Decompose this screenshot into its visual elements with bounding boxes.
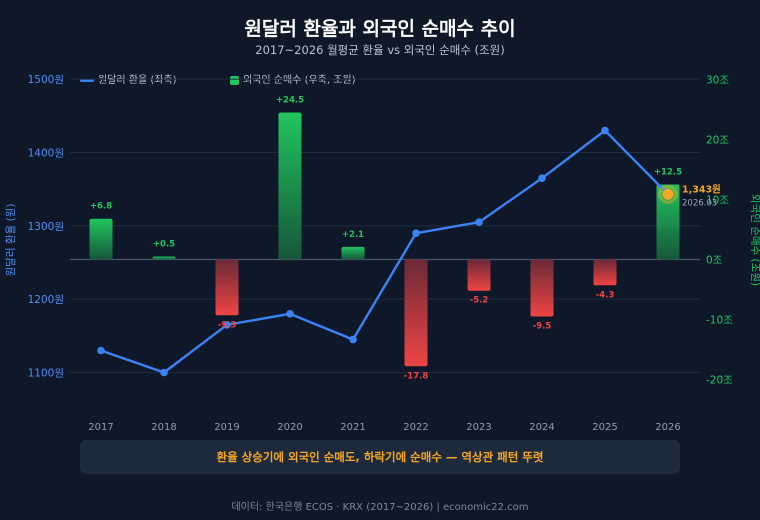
- highlight-ring: [658, 184, 678, 204]
- x-tick-label: 2023: [466, 422, 491, 433]
- bar-value-label: -5.2: [470, 296, 489, 306]
- fx-rate-point: [160, 368, 168, 377]
- chart-subtitle: 2017~2026 월평균 환율 vs 외국인 순매수 (조원): [255, 43, 505, 57]
- bar: [467, 259, 491, 291]
- bar: [656, 184, 680, 260]
- bar: [278, 112, 302, 260]
- x-tick-label: 2024: [529, 422, 554, 433]
- x-tick-label: 2020: [277, 422, 302, 433]
- fx-rate-line: [100, 129, 669, 374]
- right-axis-title: 외국인 순매수 (조원): [749, 194, 760, 286]
- fx-rate-point: [601, 126, 609, 135]
- bar-value-label: +6.8: [90, 202, 112, 212]
- highlight-point: [662, 188, 674, 200]
- bar: [215, 259, 239, 316]
- right-tick-label: 0조: [706, 255, 723, 267]
- right-tick-label: -10조: [706, 315, 733, 327]
- legend-line-swatch: [80, 78, 94, 82]
- x-tick-label: 2017: [88, 422, 113, 433]
- left-tick-label: 1400원: [28, 148, 64, 160]
- left-axis-title: 원달러 환율 (원): [5, 204, 17, 277]
- fx-rate-point: [286, 310, 294, 318]
- chart-svg: 1100원1200원1300원1400원1500원-20조-10조0조10조20…: [5, 74, 760, 433]
- bar: [89, 218, 113, 260]
- insight-callout: 환율 상승기에 외국인 순매도, 하락기에 순매수 — 역상관 패턴 뚜렷: [80, 440, 680, 474]
- highlight-value-label: 1,343원: [682, 183, 721, 195]
- legend-line-label: 원달러 환율 (좌축): [98, 75, 177, 86]
- x-tick-label: 2026: [655, 422, 680, 433]
- right-tick-label: 20조: [706, 135, 729, 147]
- bar-value-label: -17.8: [404, 371, 429, 381]
- legend-item-line: 원달러 환율 (좌축): [80, 71, 177, 86]
- x-tick-label: 2018: [151, 422, 176, 433]
- bar: [341, 246, 365, 260]
- left-tick-label: 1200원: [28, 294, 64, 306]
- bar-value-label: -9.5: [533, 322, 552, 332]
- chart-title: 원달러 환율과 외국인 순매수 추이: [244, 18, 516, 40]
- right-tick-label: -20조: [706, 375, 733, 387]
- bar-value-label: +12.5: [654, 168, 682, 178]
- fx-rate-point: [475, 218, 483, 226]
- source-note: 데이터: 한국은행 ECOS · KRX (2017~2026) | econo…: [231, 502, 529, 513]
- legend-bar-swatch: [230, 75, 239, 85]
- fx-rate-point: [223, 321, 231, 329]
- x-tick-label: 2021: [340, 422, 365, 433]
- bar: [152, 256, 176, 260]
- fx-rate-point: [412, 229, 420, 237]
- fx-rate-point: [538, 174, 546, 182]
- bar-value-label: -9.3: [218, 320, 237, 330]
- legend-bar-label: 외국인 순매수 (우축, 조원): [243, 75, 356, 86]
- bar-value-label: -4.3: [596, 290, 615, 300]
- fx-rate-point: [349, 335, 357, 344]
- x-tick-label: 2022: [403, 422, 428, 433]
- bar-value-label: +0.5: [153, 240, 175, 250]
- highlight-date-label: 2026.03: [682, 198, 717, 208]
- fx-rate-point: [97, 346, 105, 355]
- x-tick-label: 2019: [214, 422, 239, 433]
- left-tick-label: 1500원: [28, 74, 64, 86]
- legend-item-bar: 외국인 순매수 (우축, 조원): [230, 71, 356, 86]
- bar: [404, 259, 428, 367]
- right-tick-label: 30조: [706, 75, 729, 87]
- bar-value-label: +2.1: [342, 230, 364, 240]
- bar: [593, 259, 617, 286]
- right-tick-label: 10조: [706, 195, 729, 207]
- x-tick-label: 2025: [592, 422, 617, 433]
- left-tick-label: 1100원: [28, 368, 64, 380]
- bar: [530, 259, 554, 317]
- left-tick-label: 1300원: [28, 221, 64, 233]
- bar-value-label: +24.5: [276, 96, 304, 106]
